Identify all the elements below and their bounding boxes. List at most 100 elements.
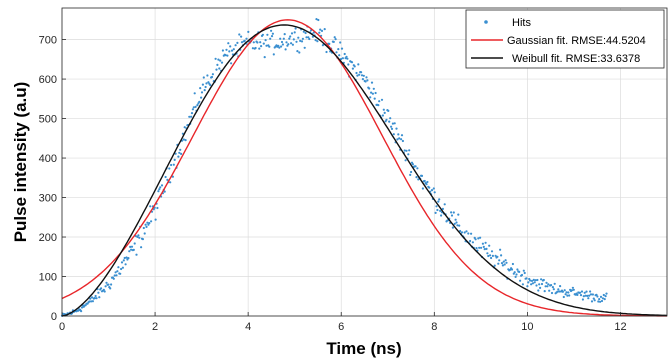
hit-point	[572, 288, 575, 291]
hit-point	[602, 293, 605, 297]
hit-point	[501, 264, 504, 267]
hit-point	[138, 236, 141, 239]
hit-point	[438, 198, 441, 201]
hit-point	[493, 264, 496, 267]
hit-point	[559, 285, 562, 288]
hit-point	[258, 47, 261, 50]
hit-point	[300, 40, 304, 43]
hit-point	[171, 175, 174, 178]
hit-point	[347, 63, 350, 66]
hit-point	[535, 284, 538, 287]
hit-point	[385, 118, 388, 121]
hit-point	[579, 294, 583, 297]
hit-point	[281, 43, 284, 46]
hit-point	[474, 238, 477, 241]
hit-point	[404, 159, 407, 162]
hit-point	[194, 105, 197, 108]
hit-point	[479, 236, 482, 239]
hit-point	[579, 291, 582, 294]
hit-point	[115, 274, 118, 277]
hit-point	[420, 174, 424, 177]
hit-point	[266, 33, 269, 36]
hit-point	[316, 40, 319, 43]
hit-point	[513, 271, 516, 274]
plot-frame	[61, 7, 668, 317]
y-tick-label: 0	[51, 311, 57, 323]
hit-point	[516, 268, 519, 271]
hit-point	[179, 148, 182, 151]
x-tick-label: 4	[245, 321, 251, 333]
hit-point	[170, 163, 173, 167]
hit-point	[308, 37, 311, 41]
hit-point	[552, 288, 555, 291]
hit-point	[169, 181, 172, 184]
hit-point	[240, 35, 243, 38]
hit-point	[421, 187, 424, 190]
hit-point	[205, 82, 208, 85]
hit-point	[557, 288, 560, 291]
hit-point	[188, 115, 191, 118]
hit-point	[400, 138, 403, 141]
hit-point	[227, 42, 230, 45]
hit-point	[490, 256, 493, 260]
hit-point	[400, 134, 404, 137]
hit-point	[110, 283, 113, 286]
hit-point	[191, 108, 194, 111]
hit-point	[303, 46, 306, 49]
hit-point	[104, 285, 107, 288]
hit-point	[135, 253, 138, 256]
hit-point	[102, 288, 105, 291]
legend-label-gaussian: Gaussian fit. RMSE:44.5204	[507, 35, 646, 47]
y-tick-label: 600	[39, 74, 57, 86]
hit-point	[536, 278, 539, 282]
legend-marker-hits	[484, 20, 488, 24]
x-tick-label: 12	[614, 321, 626, 333]
hit-point	[525, 277, 528, 280]
hit-point	[177, 155, 180, 158]
hit-point	[356, 74, 359, 77]
hit-point	[178, 151, 181, 154]
hit-point	[410, 170, 413, 174]
legend-label-hits: Hits	[512, 17, 531, 29]
hit-point	[454, 218, 457, 221]
hit-point	[453, 222, 456, 225]
hit-point	[494, 254, 497, 257]
hit-point	[576, 293, 579, 296]
hit-point	[296, 50, 299, 53]
hit-point	[221, 49, 224, 52]
y-tick-label: 400	[39, 153, 57, 165]
hit-point	[531, 282, 535, 285]
hit-point	[591, 293, 595, 296]
hit-point	[282, 37, 285, 40]
hit-point	[465, 230, 468, 233]
hit-point	[318, 31, 321, 34]
hit-point	[377, 104, 380, 107]
hit-point	[341, 57, 344, 60]
hit-point	[269, 37, 272, 40]
hit-point	[428, 186, 431, 189]
hit-point	[483, 248, 486, 251]
hit-point	[299, 39, 302, 43]
hit-point	[264, 39, 267, 42]
hit-point	[97, 291, 100, 294]
hit-point	[100, 287, 103, 290]
hit-point	[380, 98, 384, 101]
hit-point	[218, 67, 221, 70]
hit-point	[291, 43, 294, 46]
hit-point	[211, 73, 214, 76]
x-axis-title: Time (ns)	[326, 339, 401, 358]
hit-point	[143, 232, 146, 235]
hit-point	[497, 262, 500, 265]
hit-point	[498, 259, 501, 262]
hit-point	[297, 36, 300, 39]
hit-point	[302, 30, 305, 33]
hit-point	[252, 41, 255, 44]
hit-point	[262, 42, 265, 45]
hit-point	[366, 79, 369, 82]
hit-point	[604, 295, 607, 298]
hit-point	[597, 300, 600, 303]
hit-point	[360, 74, 364, 77]
hit-point	[582, 295, 585, 298]
hit-point	[128, 250, 131, 253]
hit-point	[518, 270, 521, 273]
